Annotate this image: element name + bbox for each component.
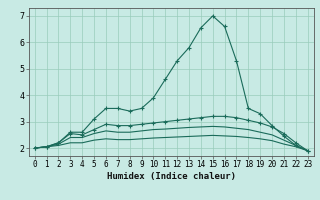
X-axis label: Humidex (Indice chaleur): Humidex (Indice chaleur) [107, 172, 236, 181]
